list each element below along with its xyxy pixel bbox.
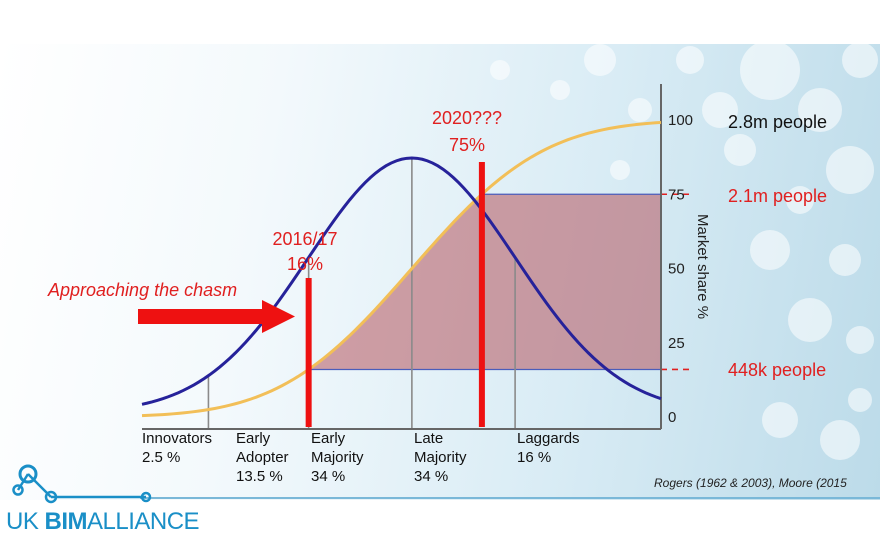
- annotation-448k: 448k people: [728, 360, 826, 380]
- decorative-dot: [788, 298, 832, 342]
- chasm-arrow-shaft: [138, 309, 266, 324]
- logo-suffix: ALLIANCE: [87, 508, 200, 535]
- y-tick-label: 50: [668, 261, 685, 278]
- category-label-early-adopter-1: Early: [236, 430, 271, 447]
- logo-prefix: UK: [6, 508, 45, 535]
- category-labels: Innovators 2.5 % Early Adopter 13.5 % Ea…: [142, 430, 580, 485]
- marker-label-2016: 2016/17: [272, 229, 337, 249]
- logo-wordmark: UK BIMALLIANCE: [6, 508, 200, 536]
- chasm-arrow-head: [262, 300, 295, 333]
- y-tick-label: 0: [668, 409, 676, 426]
- year-marker-bar: [478, 162, 485, 427]
- decorative-dot: [550, 80, 570, 100]
- y-axis-ticks: 0 25 50 75 100: [668, 112, 693, 426]
- category-label-late-majority-2: Majority: [414, 449, 467, 466]
- decorative-dot: [798, 88, 842, 132]
- uk-bim-alliance-logo-icon: [12, 464, 152, 504]
- logo-bold: BIM: [44, 508, 88, 535]
- source-citation: Rogers (1962 & 2003), Moore (2015: [654, 476, 847, 490]
- y-tick-label: 75: [668, 186, 685, 203]
- adoption-bell-curve: [141, 156, 662, 406]
- decorative-dot: [846, 326, 874, 354]
- category-label-late-majority-1: Late: [414, 430, 443, 447]
- y-tick-label: 25: [668, 335, 685, 352]
- year-marker-bar: [305, 278, 312, 427]
- cumulative-adoption-curve: [141, 120, 662, 418]
- annotation-2-1m: 2.1m people: [728, 186, 827, 206]
- marker-value-2020: 75%: [449, 135, 485, 155]
- category-label-early-majority-2: Majority: [311, 449, 364, 466]
- decorative-dot: [490, 60, 510, 80]
- category-share-early-majority: 34 %: [311, 468, 345, 485]
- category-share-innovators: 2.5 %: [142, 449, 180, 466]
- decorative-dot: [584, 44, 616, 76]
- category-share-early-adopter: 13.5 %: [236, 468, 283, 485]
- decorative-dot: [628, 98, 652, 122]
- decorative-dot: [826, 146, 874, 194]
- category-label-early-adopter-2: Adopter: [236, 449, 289, 466]
- decorative-dot: [750, 230, 790, 270]
- decorative-dot: [820, 420, 860, 460]
- category-share-late-majority: 34 %: [414, 468, 448, 485]
- decorative-dot: [842, 42, 878, 78]
- decorative-dot: [724, 134, 756, 166]
- category-label-early-majority-1: Early: [311, 430, 346, 447]
- y-tick-label: 100: [668, 112, 693, 129]
- decorative-dot: [786, 186, 814, 214]
- year-markers: [305, 162, 485, 427]
- decorative-dot: [740, 40, 800, 100]
- category-label-innovators: Innovators: [142, 430, 212, 447]
- annotation-2-8m: 2.8m people: [728, 112, 827, 132]
- category-label-laggards: Laggards: [517, 430, 580, 447]
- chasm-label: Approaching the chasm: [47, 280, 237, 300]
- chasm-arrow: [138, 300, 295, 333]
- decorative-dot: [702, 92, 738, 128]
- decorative-dot: [676, 46, 704, 74]
- marker-value-2016: 16%: [287, 254, 323, 274]
- category-share-laggards: 16 %: [517, 449, 551, 466]
- y-axis-title: Market share %: [694, 214, 711, 319]
- decorative-dot: [610, 160, 630, 180]
- footer-divider: [140, 497, 880, 499]
- decorative-dot: [848, 388, 872, 412]
- marker-label-2020: 2020???: [432, 108, 502, 128]
- decorative-dot: [829, 244, 861, 276]
- decorative-dot: [762, 402, 798, 438]
